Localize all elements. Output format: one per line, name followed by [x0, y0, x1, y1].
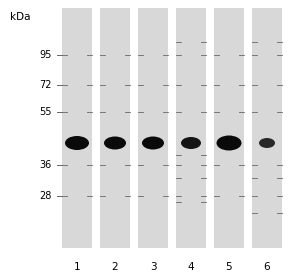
Text: 55: 55 — [39, 107, 52, 117]
Ellipse shape — [142, 136, 164, 150]
Ellipse shape — [65, 136, 89, 150]
Text: 4: 4 — [188, 262, 194, 272]
Ellipse shape — [217, 136, 242, 150]
Ellipse shape — [259, 138, 275, 148]
Text: 95: 95 — [40, 50, 52, 60]
Text: 6: 6 — [264, 262, 270, 272]
Bar — [176, 8, 206, 248]
Bar — [138, 8, 168, 248]
Text: 3: 3 — [150, 262, 156, 272]
Text: 5: 5 — [226, 262, 232, 272]
Bar — [100, 8, 130, 248]
Text: 72: 72 — [39, 80, 52, 90]
Bar — [252, 8, 282, 248]
Text: 2: 2 — [112, 262, 118, 272]
Text: 36: 36 — [40, 160, 52, 170]
Text: 28: 28 — [40, 191, 52, 201]
Ellipse shape — [181, 137, 201, 149]
Text: 1: 1 — [74, 262, 80, 272]
Bar — [214, 8, 244, 248]
Text: kDa: kDa — [10, 12, 31, 22]
Bar — [62, 8, 92, 248]
Ellipse shape — [104, 136, 126, 150]
